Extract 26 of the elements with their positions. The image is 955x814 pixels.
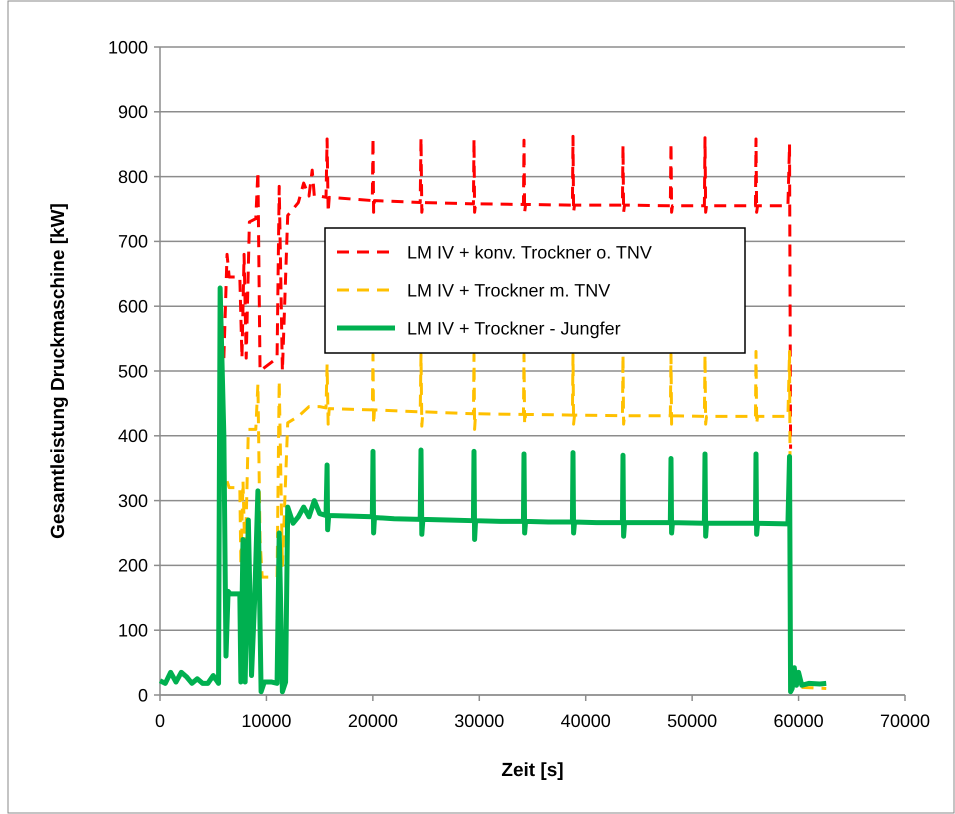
y-tick-label: 800: [118, 166, 148, 187]
line-series: [222, 134, 792, 450]
line-series: [226, 350, 828, 690]
x-axis-title: Zeit [s]: [501, 760, 564, 781]
y-tick-label: 400: [118, 426, 148, 446]
x-tick-label: 30000: [454, 711, 504, 731]
y-tick-label: 100: [118, 620, 148, 640]
x-tick-label: 40000: [560, 711, 611, 731]
y-tick-label: 300: [118, 490, 148, 511]
x-tick-label: 20000: [348, 711, 398, 731]
y-tick-label: 1000: [108, 37, 148, 58]
y-tick-label: 0: [138, 685, 148, 706]
legend-label: LM IV + Trockner - Jungfer: [407, 318, 621, 338]
x-tick-label: 50000: [667, 711, 718, 731]
y-tick-label: 900: [118, 102, 148, 122]
x-tick-label: 60000: [774, 711, 824, 731]
x-tick-label: 70000: [880, 711, 930, 731]
y-tick-label: 200: [118, 556, 148, 576]
y-tick-label: 500: [118, 361, 148, 382]
y-tick-label: 700: [118, 232, 148, 252]
x-tick-label: 10000: [241, 711, 292, 731]
y-axis-title: Gesamtleistung Druckmaschine [kW]: [48, 203, 69, 539]
legend-label: LM IV + Trockner m. TNV: [407, 280, 610, 300]
x-tick-label: 0: [154, 711, 166, 731]
legend-label: LM IV + konv. Trockner o. TNV: [407, 242, 652, 262]
y-tick-label: 600: [118, 296, 148, 316]
